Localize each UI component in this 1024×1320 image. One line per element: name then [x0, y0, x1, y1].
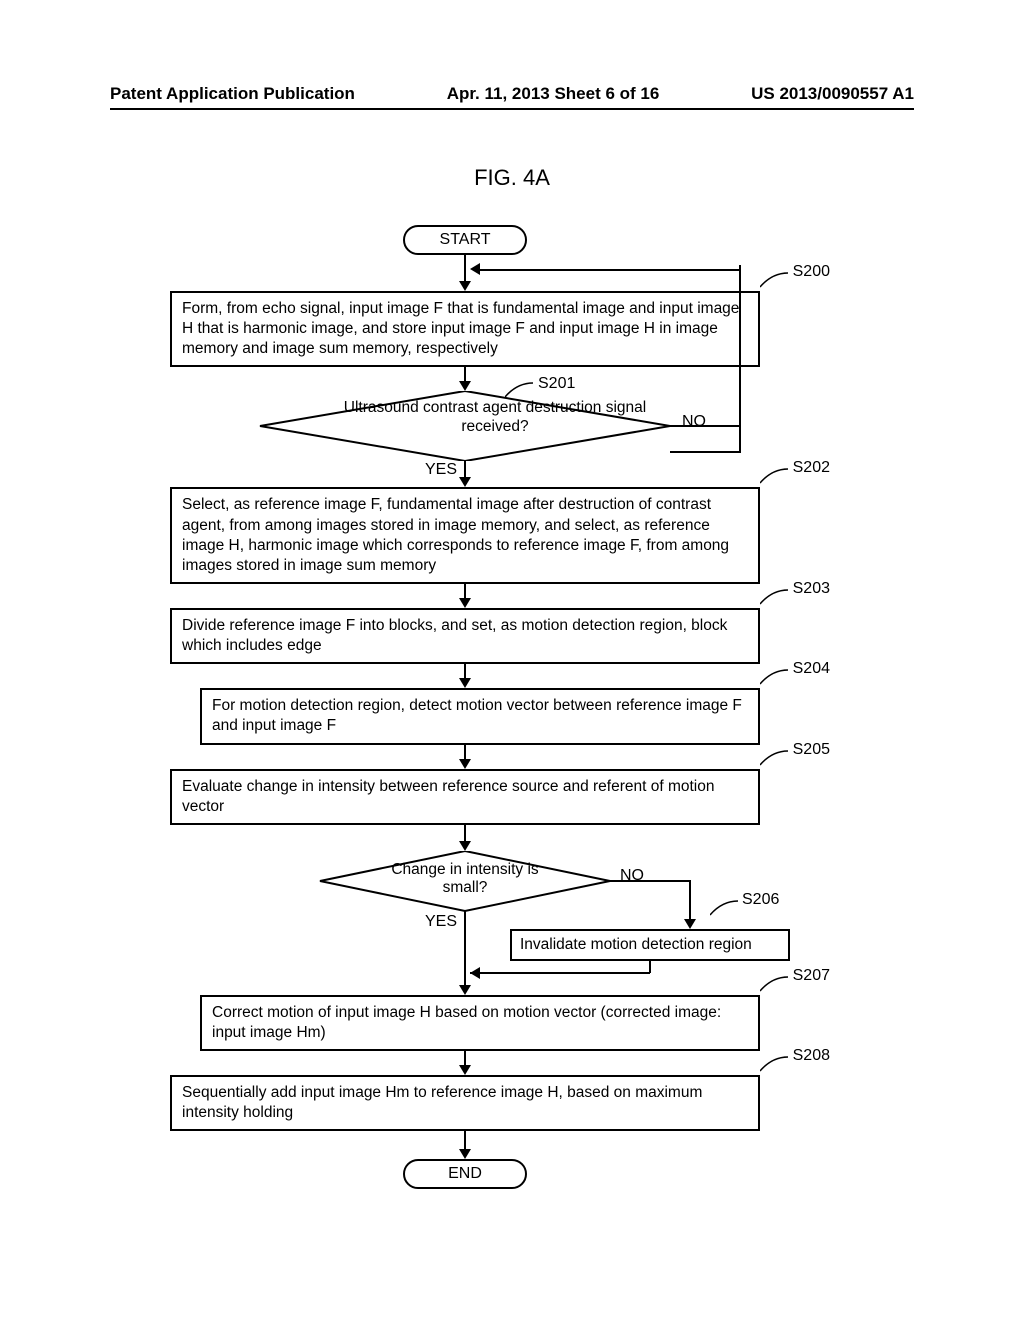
connector: [170, 664, 760, 688]
process-text: Divide reference image F into blocks, an…: [182, 617, 727, 654]
process-text: Select, as reference image F, fundamenta…: [182, 496, 729, 573]
step-ref: S202: [793, 459, 830, 477]
process-s207: Correct motion of input image H based on…: [200, 995, 760, 1051]
yes-branch: [170, 911, 760, 961]
step-ref: S207: [793, 967, 830, 985]
process-text: Form, from echo signal, input image F th…: [182, 300, 739, 357]
connector: [170, 745, 760, 769]
process-s200: Form, from echo signal, input image F th…: [170, 291, 760, 367]
process-s203: Divide reference image F into blocks, an…: [170, 608, 760, 664]
start-label: START: [440, 231, 491, 248]
step-ref: S208: [793, 1047, 830, 1065]
process-s202: Select, as reference image F, fundamenta…: [170, 487, 760, 584]
process-text: For motion detection region, detect moti…: [212, 697, 742, 734]
step-ref: S201: [538, 375, 575, 393]
process-text: Evaluate change in intensity between ref…: [182, 778, 715, 815]
connector: [170, 255, 760, 291]
start-terminator: START: [403, 225, 527, 255]
step-ref: S203: [793, 580, 830, 598]
figure-title: FIG. 4A: [0, 165, 1024, 191]
process-text: Sequentially add input image Hm to refer…: [182, 1084, 702, 1121]
connector: [170, 1131, 760, 1159]
connector: [170, 584, 760, 608]
header-center: Apr. 11, 2013 Sheet 6 of 16: [447, 84, 660, 104]
page-header: Patent Application Publication Apr. 11, …: [110, 84, 914, 110]
connector: [170, 1051, 760, 1075]
flowchart: START S200 Form, from echo signal, input…: [170, 225, 760, 1189]
step-ref: S205: [793, 741, 830, 759]
decision-text: Ultrasound contrast agent destruction si…: [320, 399, 670, 436]
process-s205: Evaluate change in intensity between ref…: [170, 769, 760, 825]
step-ref: S200: [793, 263, 830, 281]
connector: [170, 461, 760, 487]
connector: [170, 367, 760, 391]
no-label: NO: [682, 413, 706, 431]
header-left: Patent Application Publication: [110, 84, 355, 104]
process-s208: Sequentially add input image Hm to refer…: [170, 1075, 760, 1131]
connector: [170, 825, 760, 851]
end-terminator: END: [403, 1159, 527, 1189]
yes-label: YES: [425, 461, 457, 479]
process-s204: For motion detection region, detect moti…: [200, 688, 760, 744]
page: Patent Application Publication Apr. 11, …: [0, 0, 1024, 1320]
end-label: END: [448, 1165, 482, 1182]
step-ref: S204: [793, 660, 830, 678]
process-text: Correct motion of input image H based on…: [212, 1004, 721, 1041]
header-right: US 2013/0090557 A1: [751, 84, 914, 104]
step-ref: S206: [742, 891, 779, 909]
merge-connector: [170, 961, 790, 995]
